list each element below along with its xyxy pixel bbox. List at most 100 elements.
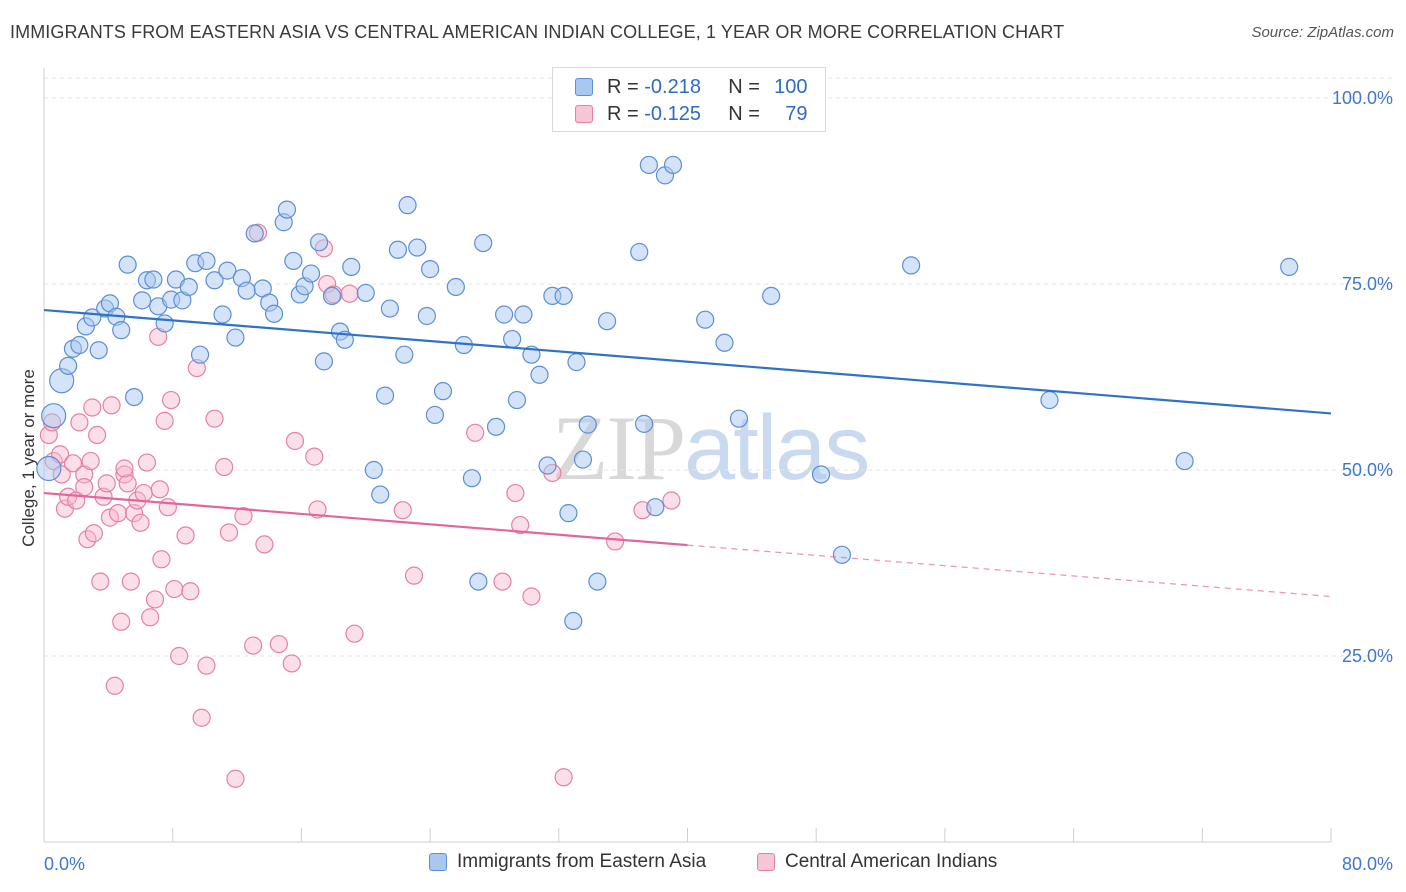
legend-item-eastern-asia[interactable]: Immigrants from Eastern Asia bbox=[429, 851, 706, 873]
data-point-blue bbox=[425, 405, 445, 425]
data-point-pink bbox=[404, 566, 424, 585]
data-point-pink bbox=[121, 572, 140, 591]
data-point-blue bbox=[554, 286, 573, 306]
data-point-pink bbox=[285, 431, 305, 451]
data-point-pink bbox=[91, 572, 110, 591]
data-point-blue bbox=[1040, 390, 1059, 410]
data-point-blue bbox=[395, 345, 414, 364]
legend-n-label: N = bbox=[728, 102, 766, 125]
data-point-blue bbox=[495, 305, 514, 324]
source-label: Source: ZipAtlas.com bbox=[1251, 24, 1394, 41]
data-point-blue bbox=[630, 242, 649, 262]
data-point-blue bbox=[530, 365, 549, 384]
data-point-blue bbox=[408, 238, 427, 257]
data-point-blue bbox=[133, 291, 152, 310]
tick-labels: 25.0% 50.0% 75.0% 100.0% 0.0% 80.0% bbox=[44, 88, 1393, 874]
data-point-blue bbox=[284, 251, 303, 271]
data-point-pink bbox=[152, 550, 171, 569]
data-point-blue bbox=[197, 251, 216, 271]
data-point-pink bbox=[145, 590, 165, 609]
pink-swatch bbox=[757, 853, 775, 871]
data-point-blue bbox=[507, 390, 527, 410]
data-point-blue bbox=[696, 310, 715, 329]
data-point-blue bbox=[36, 455, 62, 482]
trend-line-pink-extension bbox=[687, 544, 1332, 598]
data-point-pink bbox=[131, 513, 150, 532]
data-point-blue bbox=[179, 277, 198, 297]
y-tick-label: 25.0% bbox=[1342, 646, 1393, 666]
data-point-pink bbox=[83, 398, 102, 417]
data-point-blue bbox=[573, 450, 593, 469]
data-point-pink bbox=[506, 483, 525, 503]
data-point-blue bbox=[832, 545, 852, 564]
data-point-blue bbox=[59, 356, 78, 375]
data-point-pink bbox=[63, 454, 83, 473]
data-point-pink bbox=[134, 483, 153, 503]
chart-title: IMMIGRANTS FROM EASTERN ASIA VS CENTRAL … bbox=[10, 22, 1065, 42]
data-point-pink bbox=[97, 474, 116, 493]
data-point-blue bbox=[559, 504, 578, 523]
blue-swatch bbox=[429, 853, 447, 871]
data-point-pink bbox=[197, 656, 216, 675]
data-point-pink bbox=[305, 447, 324, 466]
data-point-blue bbox=[398, 196, 417, 215]
data-point-blue bbox=[588, 572, 607, 591]
legend-item-central-american-indians[interactable]: Central American Indians bbox=[757, 851, 997, 873]
data-point-blue bbox=[342, 257, 361, 276]
legend-item-label: Central American Indians bbox=[785, 851, 998, 872]
data-point-blue bbox=[190, 345, 210, 364]
data-point-blue bbox=[446, 277, 465, 297]
data-point-pink bbox=[105, 676, 124, 695]
data-point-blue bbox=[226, 328, 245, 347]
data-point-pink bbox=[192, 708, 211, 727]
data-point-pink bbox=[112, 612, 131, 631]
data-point-blue bbox=[729, 409, 749, 428]
axes bbox=[43, 68, 1332, 843]
data-point-blue bbox=[144, 270, 163, 289]
data-point-pink bbox=[554, 768, 573, 787]
data-point-blue bbox=[715, 333, 734, 352]
data-point-blue bbox=[567, 353, 586, 372]
data-point-blue bbox=[902, 256, 921, 275]
data-point-blue bbox=[218, 261, 237, 280]
correlation-legend: R = -0.218 N = 100 R = -0.125 N = 79 bbox=[552, 67, 826, 132]
data-point-pink bbox=[108, 504, 128, 523]
data-point-pink bbox=[81, 451, 100, 471]
data-point-blue bbox=[375, 386, 395, 405]
data-point-pink bbox=[234, 507, 253, 526]
watermark-atlas: atlas bbox=[684, 397, 870, 499]
data-point-blue bbox=[364, 460, 383, 480]
data-point-pink bbox=[282, 654, 301, 673]
data-point-blue bbox=[421, 260, 440, 279]
data-point-pink bbox=[161, 390, 181, 410]
legend-r-value: -0.218 bbox=[644, 75, 701, 98]
data-point-blue bbox=[474, 233, 493, 253]
data-point-pink bbox=[662, 491, 681, 510]
data-point-blue bbox=[578, 415, 597, 434]
data-point-pink bbox=[308, 500, 327, 519]
data-point-blue bbox=[309, 233, 329, 252]
data-point-blue bbox=[1175, 451, 1194, 471]
pink-swatch bbox=[575, 105, 593, 123]
legend-r-label: R = bbox=[607, 75, 645, 98]
data-point-blue bbox=[514, 305, 533, 324]
data-point-blue bbox=[371, 485, 390, 504]
x-tick-label: 80.0% bbox=[1342, 854, 1393, 874]
watermark-zip: ZIP bbox=[552, 397, 686, 499]
data-point-pink bbox=[393, 501, 412, 520]
x-tick-label: 0.0% bbox=[44, 854, 85, 874]
grid bbox=[44, 77, 1393, 657]
data-point-blue bbox=[388, 240, 408, 259]
trend-line-blue bbox=[43, 308, 1332, 415]
data-point-pink bbox=[606, 532, 625, 551]
data-point-pink bbox=[75, 478, 94, 497]
data-point-pink bbox=[340, 284, 359, 303]
data-point-blue bbox=[417, 306, 436, 326]
data-point-pink bbox=[170, 646, 189, 666]
data-point-pink bbox=[87, 425, 107, 445]
data-point-pink bbox=[522, 587, 541, 606]
data-point-pink bbox=[205, 409, 224, 428]
series-immigrants-eastern-asia bbox=[36, 155, 1299, 631]
legend-n-label: N = bbox=[728, 75, 766, 98]
